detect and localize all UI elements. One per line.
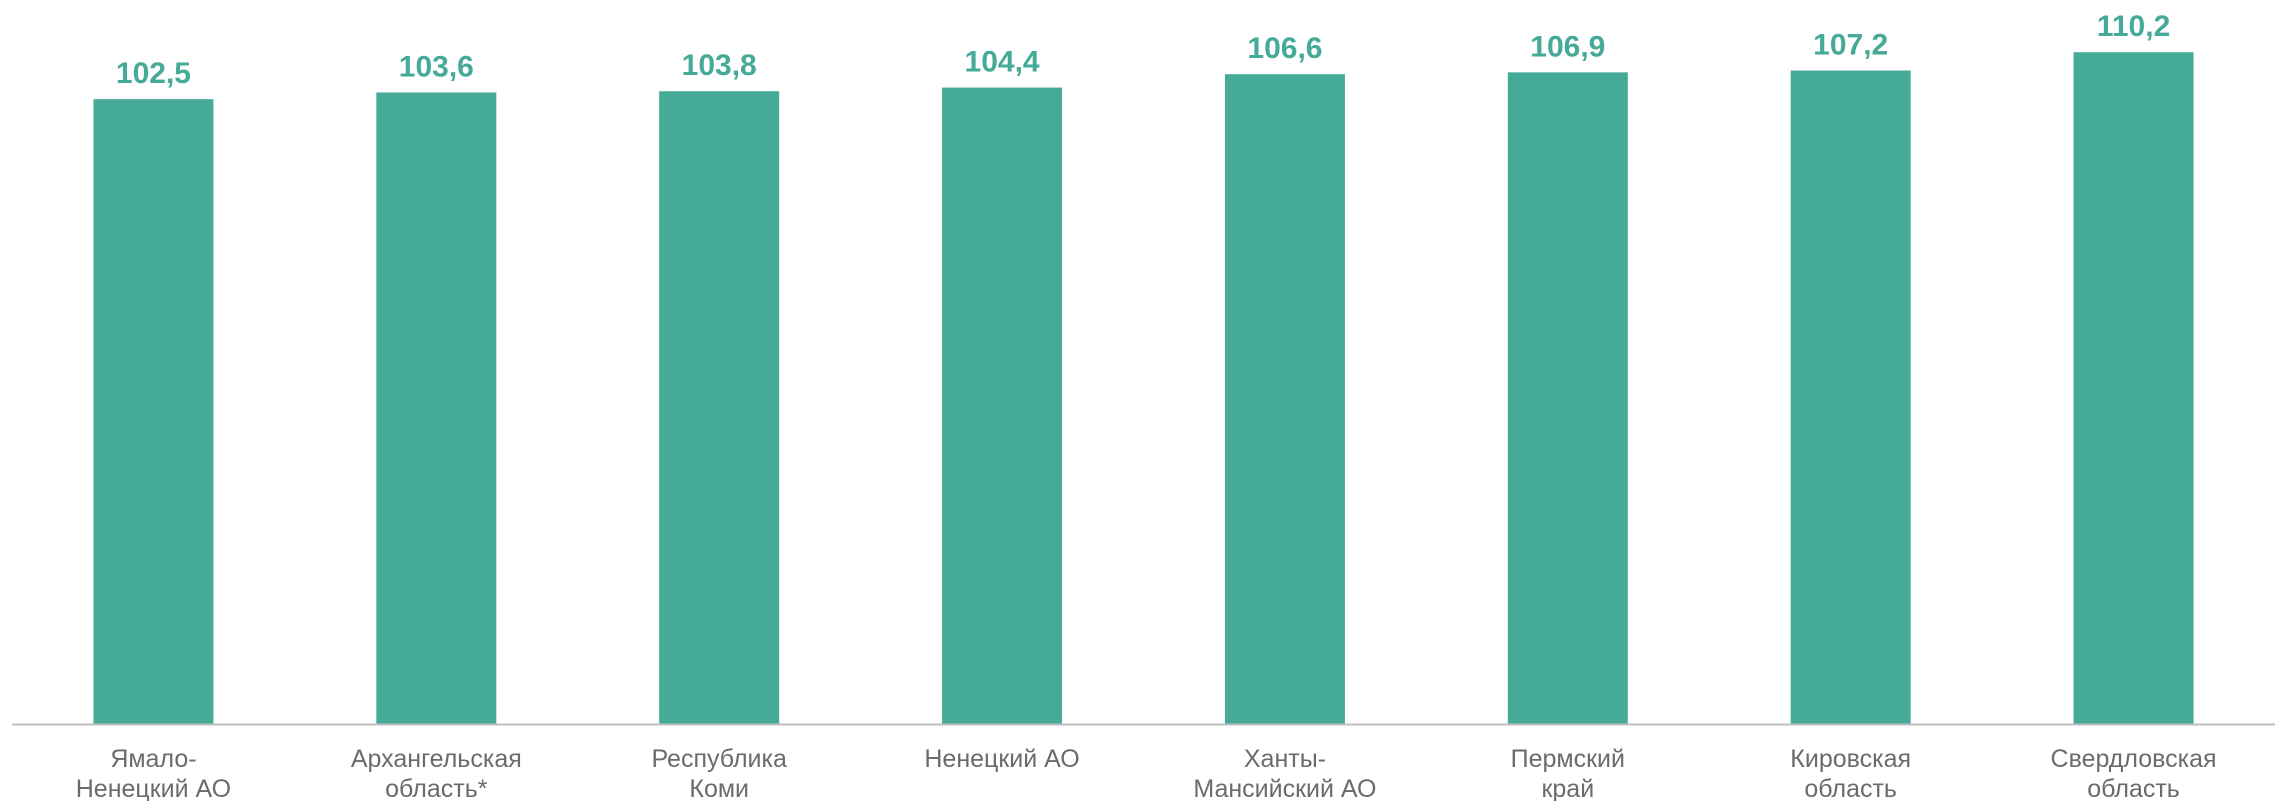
bar-value-label: 107,2 xyxy=(1813,29,1888,62)
category-label-line: Ненецкий АО xyxy=(76,775,231,801)
category-label: Ямало-Ненецкий АО xyxy=(76,745,231,801)
bar xyxy=(659,91,780,724)
category-label: Архангельская область* xyxy=(351,745,522,801)
bar xyxy=(2073,52,2194,724)
bar-value-label: 102,5 xyxy=(116,57,191,90)
category-label-line: край xyxy=(1541,775,1594,801)
bar-value-label: 103,6 xyxy=(399,50,474,83)
bar-value-label: 106,9 xyxy=(1530,30,1605,63)
bar-value-label: 110,2 xyxy=(2097,10,2170,43)
bar xyxy=(376,92,497,724)
category-label-line: Мансийский АО xyxy=(1193,775,1376,801)
category-label-line: Пермский xyxy=(1511,745,1625,773)
category-label: Республика Коми xyxy=(651,745,787,801)
category-label-line: Кировская xyxy=(1790,745,1911,773)
bar-value-label: 106,6 xyxy=(1247,32,1322,65)
category-label: Пермский край xyxy=(1511,745,1625,801)
category-label-line: Архангельская xyxy=(351,745,522,773)
bar-value-label: 104,4 xyxy=(965,46,1040,79)
bar xyxy=(1790,70,1911,725)
category-label-line: область* xyxy=(385,775,488,801)
category-label: Кировская область xyxy=(1790,745,1911,801)
category-label-line: область xyxy=(2087,775,2180,801)
value-labels-group: 102,5 103,6 103,8 104,4 106,6 106,9 107,2 110,2 xyxy=(116,10,2170,90)
bar xyxy=(1507,72,1628,725)
category-label: Ханты-Мансийский АО xyxy=(1193,745,1376,801)
bar xyxy=(942,87,1063,725)
category-label: Ненецкий АО xyxy=(924,745,1079,773)
bar xyxy=(93,99,214,724)
category-label-line: область xyxy=(1804,775,1897,801)
category-label-line: Ханты- xyxy=(1244,745,1326,773)
category-label-line: Ненецкий АО xyxy=(924,745,1079,773)
category-label-line: Ямало- xyxy=(110,745,196,773)
category-label-line: Свердловская xyxy=(2051,745,2217,773)
category-label: Свердловская область xyxy=(2051,745,2217,801)
bar xyxy=(1224,74,1345,725)
bar-value-label: 103,8 xyxy=(682,49,757,82)
category-label-line: Республика xyxy=(651,745,787,773)
category-label-line: Коми xyxy=(689,775,749,801)
bars-group xyxy=(93,52,2194,725)
